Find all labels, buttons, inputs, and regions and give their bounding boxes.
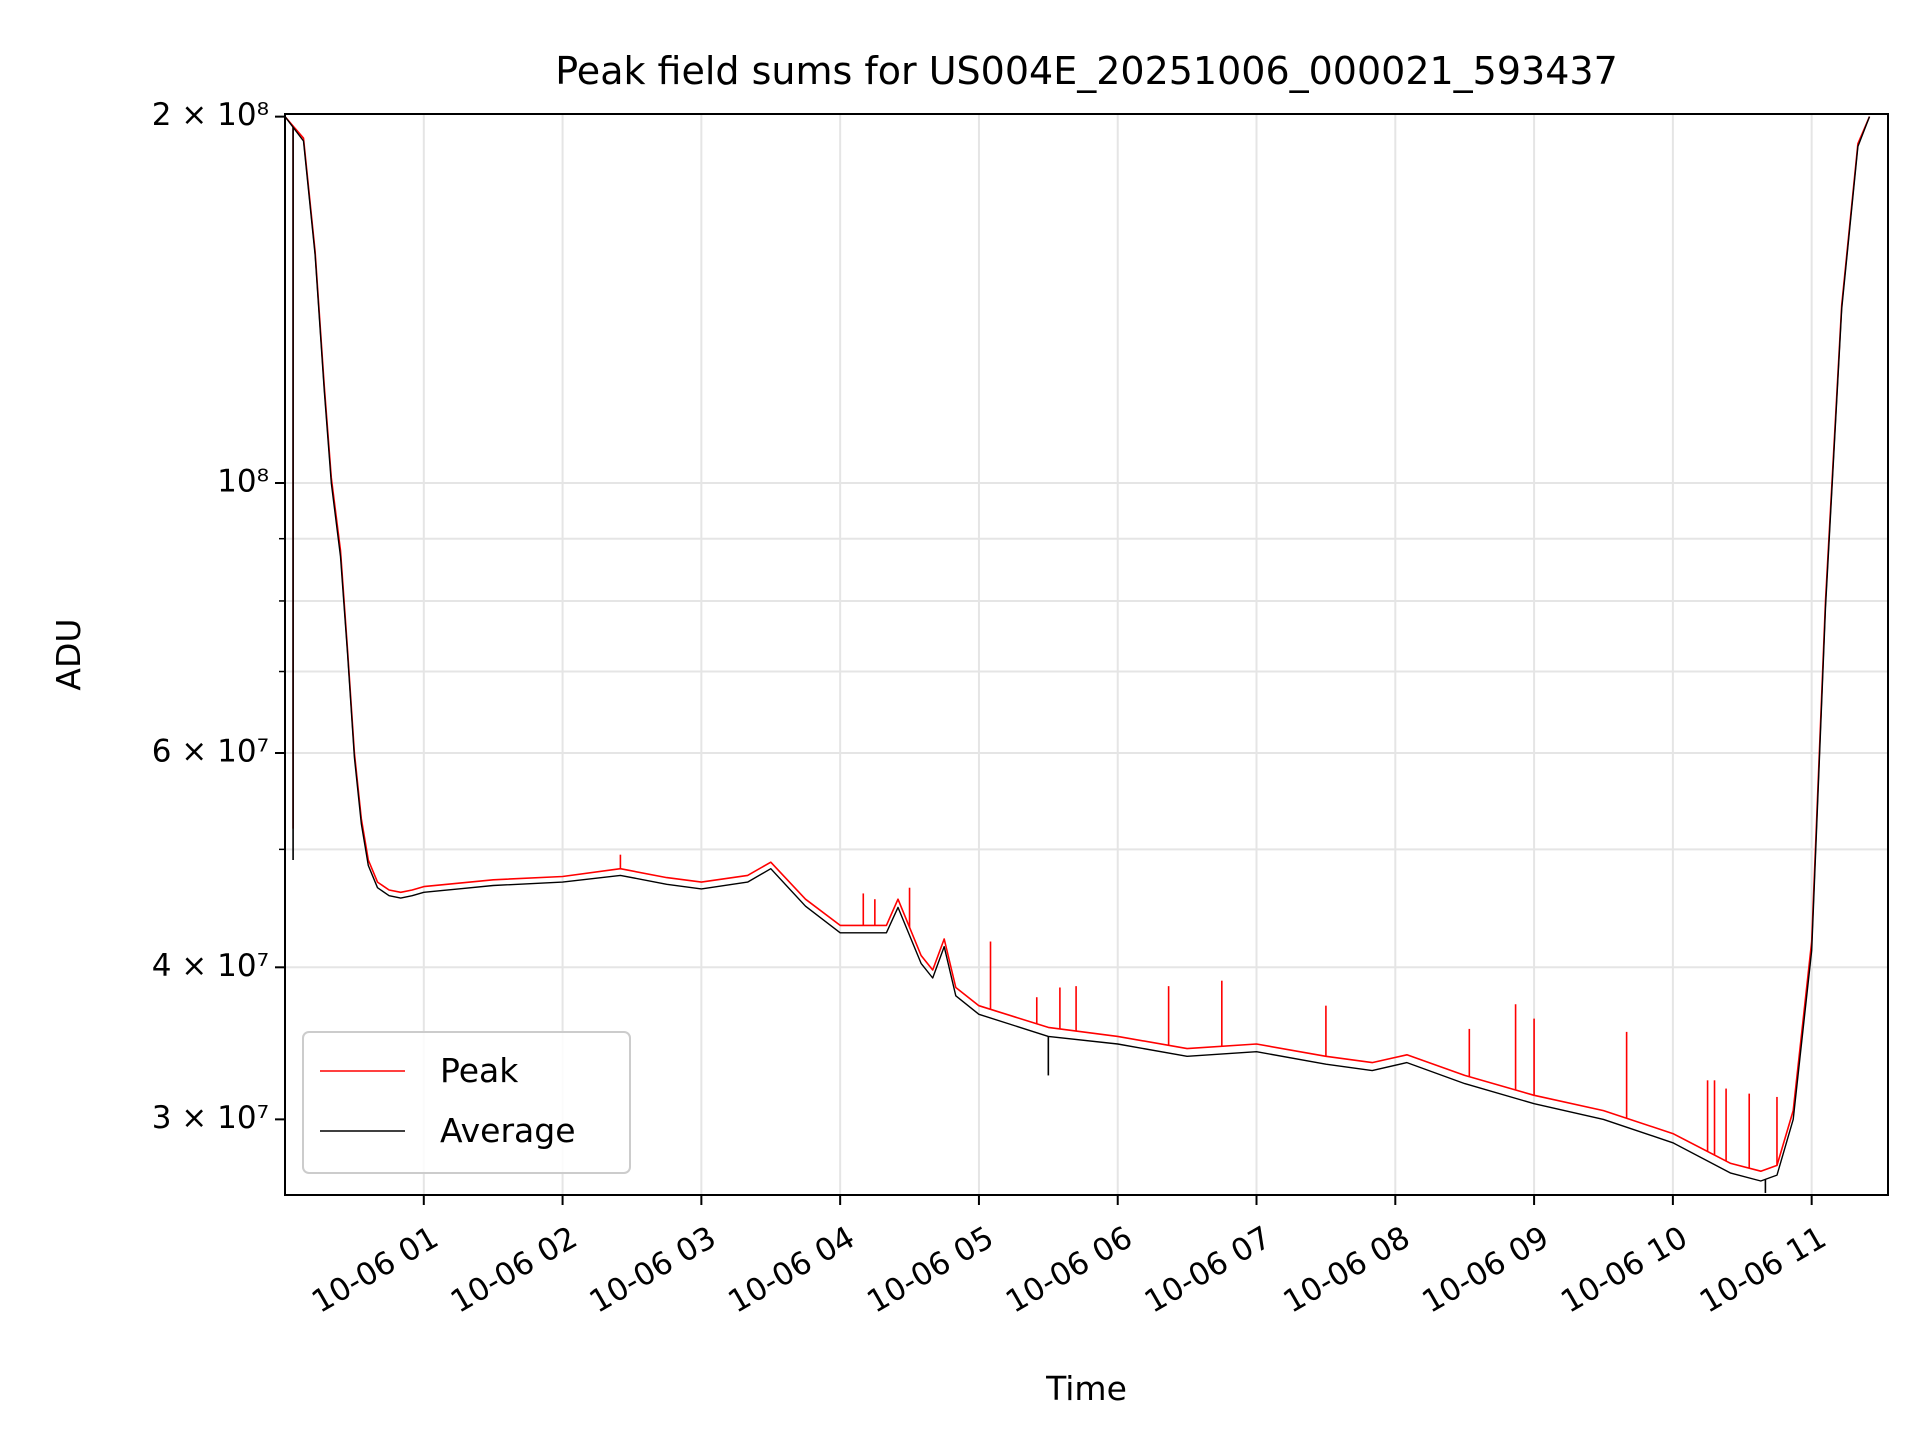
legend-average-label: Average xyxy=(440,1111,576,1150)
chart-title: Peak field sums for US004E_20251006_0000… xyxy=(555,49,1618,93)
plot-frame xyxy=(284,113,1889,1196)
series-line-peak xyxy=(284,116,1871,1172)
y-tick-label: 6 × 10⁷ xyxy=(152,733,269,769)
legend-peak-label: Peak xyxy=(440,1051,519,1090)
x-axis-label: Time xyxy=(1045,1369,1127,1408)
series-line-average xyxy=(284,116,1871,1182)
y-tick-label: 3 × 10⁷ xyxy=(152,1100,269,1136)
legend: Peak Average xyxy=(302,1031,631,1174)
legend-box xyxy=(302,1031,631,1174)
y-tick-label: 2 × 10⁸ xyxy=(152,97,269,133)
grid-layer xyxy=(285,114,1888,1195)
y-tick-label: 4 × 10⁷ xyxy=(152,948,269,984)
series-layer xyxy=(284,116,1871,1193)
y-tick-label: 10⁸ xyxy=(217,464,269,500)
y-axis-label: ADU xyxy=(49,618,88,690)
